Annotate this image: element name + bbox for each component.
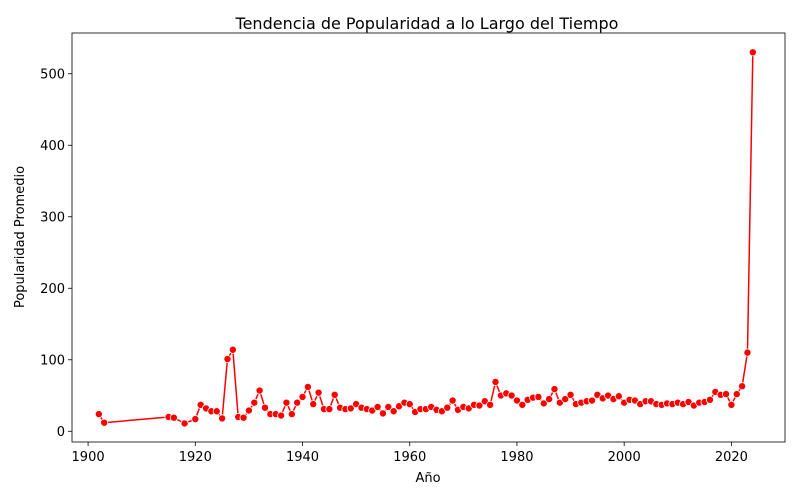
data-point [566, 390, 575, 399]
data-point [250, 398, 259, 407]
y-tick-label: 200 [40, 282, 65, 297]
x-tick-label: 1920 [179, 450, 212, 465]
data-point [507, 391, 516, 400]
data-point [228, 345, 237, 354]
series-points [94, 48, 757, 428]
data-point [330, 390, 339, 399]
y-tick-label: 500 [40, 67, 65, 82]
data-point [732, 390, 741, 399]
data-point [223, 355, 232, 364]
y-tick-label: 400 [40, 139, 65, 154]
x-tick-label: 1980 [500, 450, 533, 465]
y-tick-label: 100 [40, 353, 65, 368]
data-point [743, 348, 752, 357]
data-point [94, 410, 103, 419]
data-point [475, 401, 484, 410]
data-point [405, 400, 414, 409]
data-point [191, 415, 200, 424]
y-axis-ticks: 0 100 200 300 400 500 [40, 67, 72, 440]
data-point [293, 398, 302, 407]
x-tick-label: 1940 [286, 450, 319, 465]
data-point [539, 399, 548, 408]
data-point [100, 418, 109, 427]
data-point [550, 385, 559, 394]
data-point [512, 396, 521, 405]
x-tick-label: 2020 [715, 450, 748, 465]
data-point [303, 382, 312, 391]
data-point [389, 407, 398, 416]
data-point [260, 403, 269, 412]
data-point [309, 400, 318, 409]
data-point [346, 404, 355, 413]
y-axis-label: Popularidad Promedio [13, 166, 28, 308]
y-tick-label: 0 [57, 425, 65, 440]
x-tick-label: 2000 [608, 450, 641, 465]
data-point [443, 403, 452, 412]
data-point [448, 396, 457, 405]
data-point [373, 402, 382, 411]
data-point [325, 405, 334, 414]
data-point [180, 419, 189, 428]
data-point [534, 392, 543, 401]
x-axis-ticks: 1900 1920 1940 1960 1980 2000 2020 [72, 442, 748, 465]
x-tick-label: 1960 [393, 450, 426, 465]
x-tick-label: 1900 [72, 450, 105, 465]
x-axis-label: Año [415, 471, 440, 486]
data-point [282, 398, 291, 407]
data-point [244, 406, 253, 415]
plot-area-frame [71, 32, 786, 443]
data-point [287, 410, 296, 419]
data-point [491, 377, 500, 386]
data-point [384, 402, 393, 411]
data-point [727, 400, 736, 409]
data-point [738, 382, 747, 391]
data-point [218, 414, 227, 423]
data-point [614, 392, 623, 401]
data-point [748, 48, 757, 57]
data-point [212, 407, 221, 416]
chart-title: Tendencia de Popularidad a lo Largo del … [235, 14, 619, 33]
data-point [518, 400, 527, 409]
data-point [255, 386, 264, 395]
data-point [298, 392, 307, 401]
data-point [588, 396, 597, 405]
y-tick-label: 300 [40, 210, 65, 225]
data-point [169, 413, 178, 422]
series-line [98, 52, 754, 425]
data-point [545, 395, 554, 404]
data-point [239, 413, 248, 422]
data-point [486, 400, 495, 409]
data-point [561, 395, 570, 404]
data-point [277, 411, 286, 420]
data-point [314, 388, 323, 397]
data-point [378, 409, 387, 418]
data-point [705, 395, 714, 404]
data-point [722, 390, 731, 399]
